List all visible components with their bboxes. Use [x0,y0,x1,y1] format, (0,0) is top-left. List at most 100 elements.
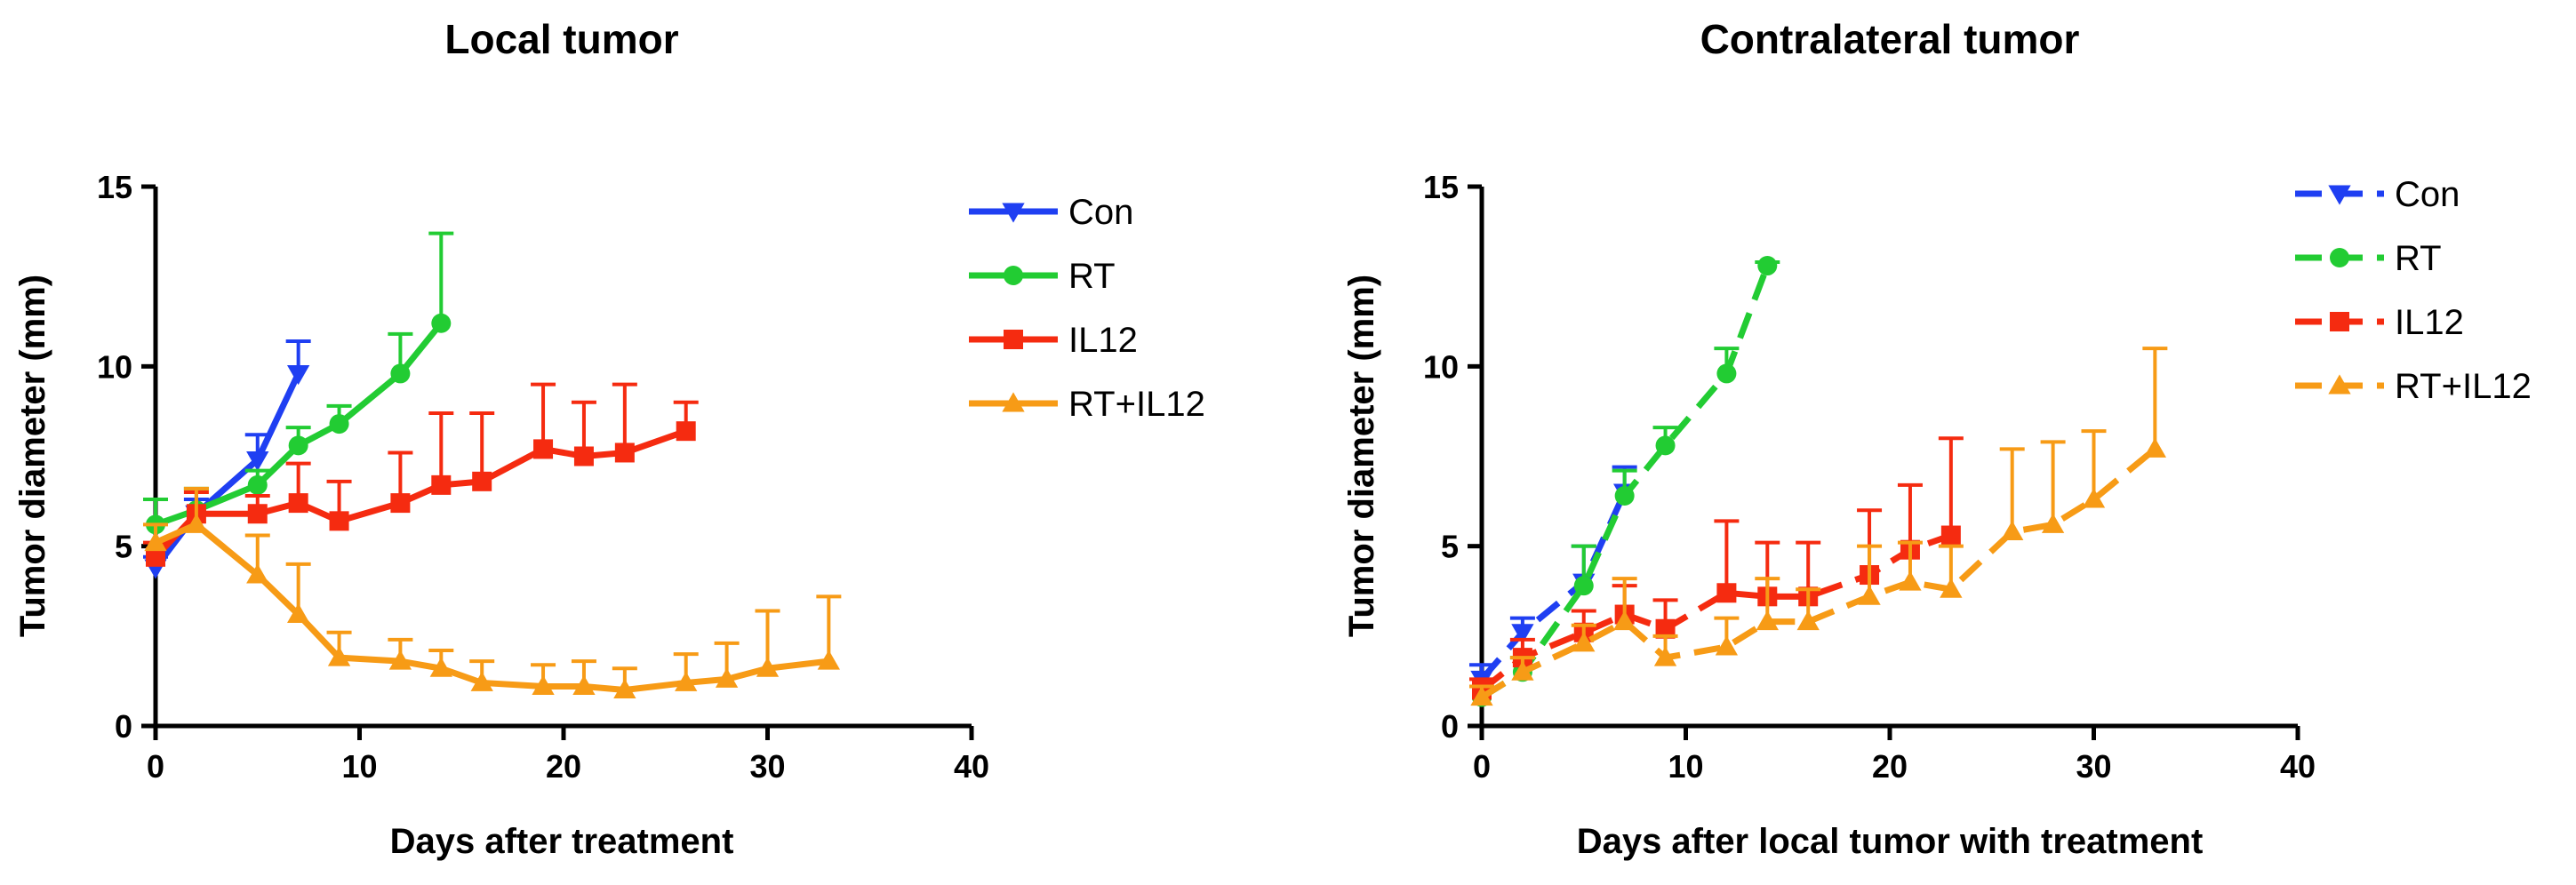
x-tick-label: 30 [749,748,785,785]
data-point [247,474,268,495]
data-point [533,439,554,459]
data-point [288,435,308,456]
x-tick-label: 20 [546,748,581,785]
legend-item: RT+IL12 [2295,367,2532,406]
chart-local: Local tumor 0 10 20 30 40 0 5 10 15 Days after tre… [13,16,1205,861]
data-point [1572,632,1596,652]
data-point [1858,585,1881,605]
series-line [1479,532,1953,693]
data-point [614,442,635,463]
legend-item: Con [2295,175,2460,214]
data-point [756,657,780,677]
data-point [1470,685,1493,706]
legend-item: RT [969,257,1116,296]
x-axis-label: Days after treatment [390,822,734,861]
y-tick-label: 5 [115,529,132,565]
y-axis-label: Tumor diameter (mm) [1342,275,1381,637]
axes: 0 10 20 30 40 0 5 10 15 [1423,169,2316,785]
y-axis-label: Tumor diameter (mm) [13,275,52,637]
data-point [572,674,596,695]
y-tick-label: 0 [115,708,132,745]
data-point [388,650,412,670]
chart-title: Contralateral tumor [1700,16,2080,62]
data-point [573,446,594,466]
data-point [2001,520,2024,540]
data-point [185,513,208,533]
x-tick-label: 10 [341,748,377,785]
chart-panels: Local tumor 0 10 20 30 40 0 5 10 15 Days after tre… [13,16,2532,861]
data-point [1511,660,1534,681]
data-point [431,474,452,495]
data-point [1715,635,1739,656]
legend-label: IL12 [2395,303,2464,342]
data-point [431,313,452,333]
x-tick-label: 30 [2076,748,2111,785]
data-point [287,602,310,624]
data-point [146,546,165,567]
data-point [676,421,696,442]
y-tick-label: 10 [1423,348,1459,385]
plot-area [143,231,842,699]
data-point [1655,435,1676,456]
data-point [144,530,167,552]
legend-marker [1002,203,1025,223]
data-point [246,451,269,472]
series-line [1479,490,1628,682]
x-tick-label: 0 [147,748,164,785]
data-point [715,667,739,688]
data-point [1716,583,1737,603]
x-tick-label: 40 [2280,748,2316,785]
data-point [1756,610,1779,631]
series-rt-il12 [143,486,842,699]
data-point [287,364,310,386]
legend-marker [2328,374,2351,395]
data-point [329,414,349,435]
legend-label: Con [1068,193,1133,232]
data-point [1940,525,1961,546]
data-point [472,471,492,491]
x-axis-label: Days after local tumor with treatment [1577,822,2204,861]
plot-area [1469,256,2168,707]
data-point [470,671,493,691]
legend-item: IL12 [969,321,1138,360]
data-point [1655,618,1676,639]
axes: 0 10 20 30 40 0 5 10 15 [97,169,989,785]
legend-label: RT [1068,257,1116,296]
series-rt-il12 [1469,347,2168,706]
x-tick-label: 20 [1872,748,1908,785]
series-il12 [1469,436,1964,700]
data-point [2143,437,2166,458]
series-il12 [143,382,699,567]
data-point [429,657,452,677]
data-point [1573,576,1594,596]
data-point [2082,488,2106,508]
legend-label: IL12 [1068,321,1138,360]
data-point [2041,513,2065,533]
y-tick-label: 5 [1441,529,1459,565]
data-point [1796,610,1820,631]
data-point [390,363,411,384]
series-line [153,371,301,570]
data-point [1757,256,1778,276]
data-point [288,493,308,514]
legend-marker [1002,392,1025,412]
legend-marker [1004,266,1023,285]
chart-contralateral: Contralateral tumor 0 10 20 30 40 0 5 10 15 Days a… [1342,16,2532,861]
chart-title: Local tumor [444,16,678,62]
y-tick-label: 15 [1423,169,1459,205]
data-point [1716,363,1737,384]
legend: Con RT IL12 RT+IL12 [2295,175,2532,406]
legend-item: IL12 [2295,303,2464,342]
x-tick-label: 40 [954,748,989,785]
data-point [817,650,840,670]
legend-marker [2330,312,2349,331]
legend-marker [2330,248,2349,267]
series-line [1480,446,2157,700]
legend: Con RT IL12 RT+IL12 [969,193,1205,424]
data-point [247,504,268,524]
data-point [613,678,636,699]
y-tick-label: 10 [97,348,132,385]
data-point [1511,624,1534,644]
legend-label: RT+IL12 [1068,385,1205,424]
data-point [1899,570,1922,591]
